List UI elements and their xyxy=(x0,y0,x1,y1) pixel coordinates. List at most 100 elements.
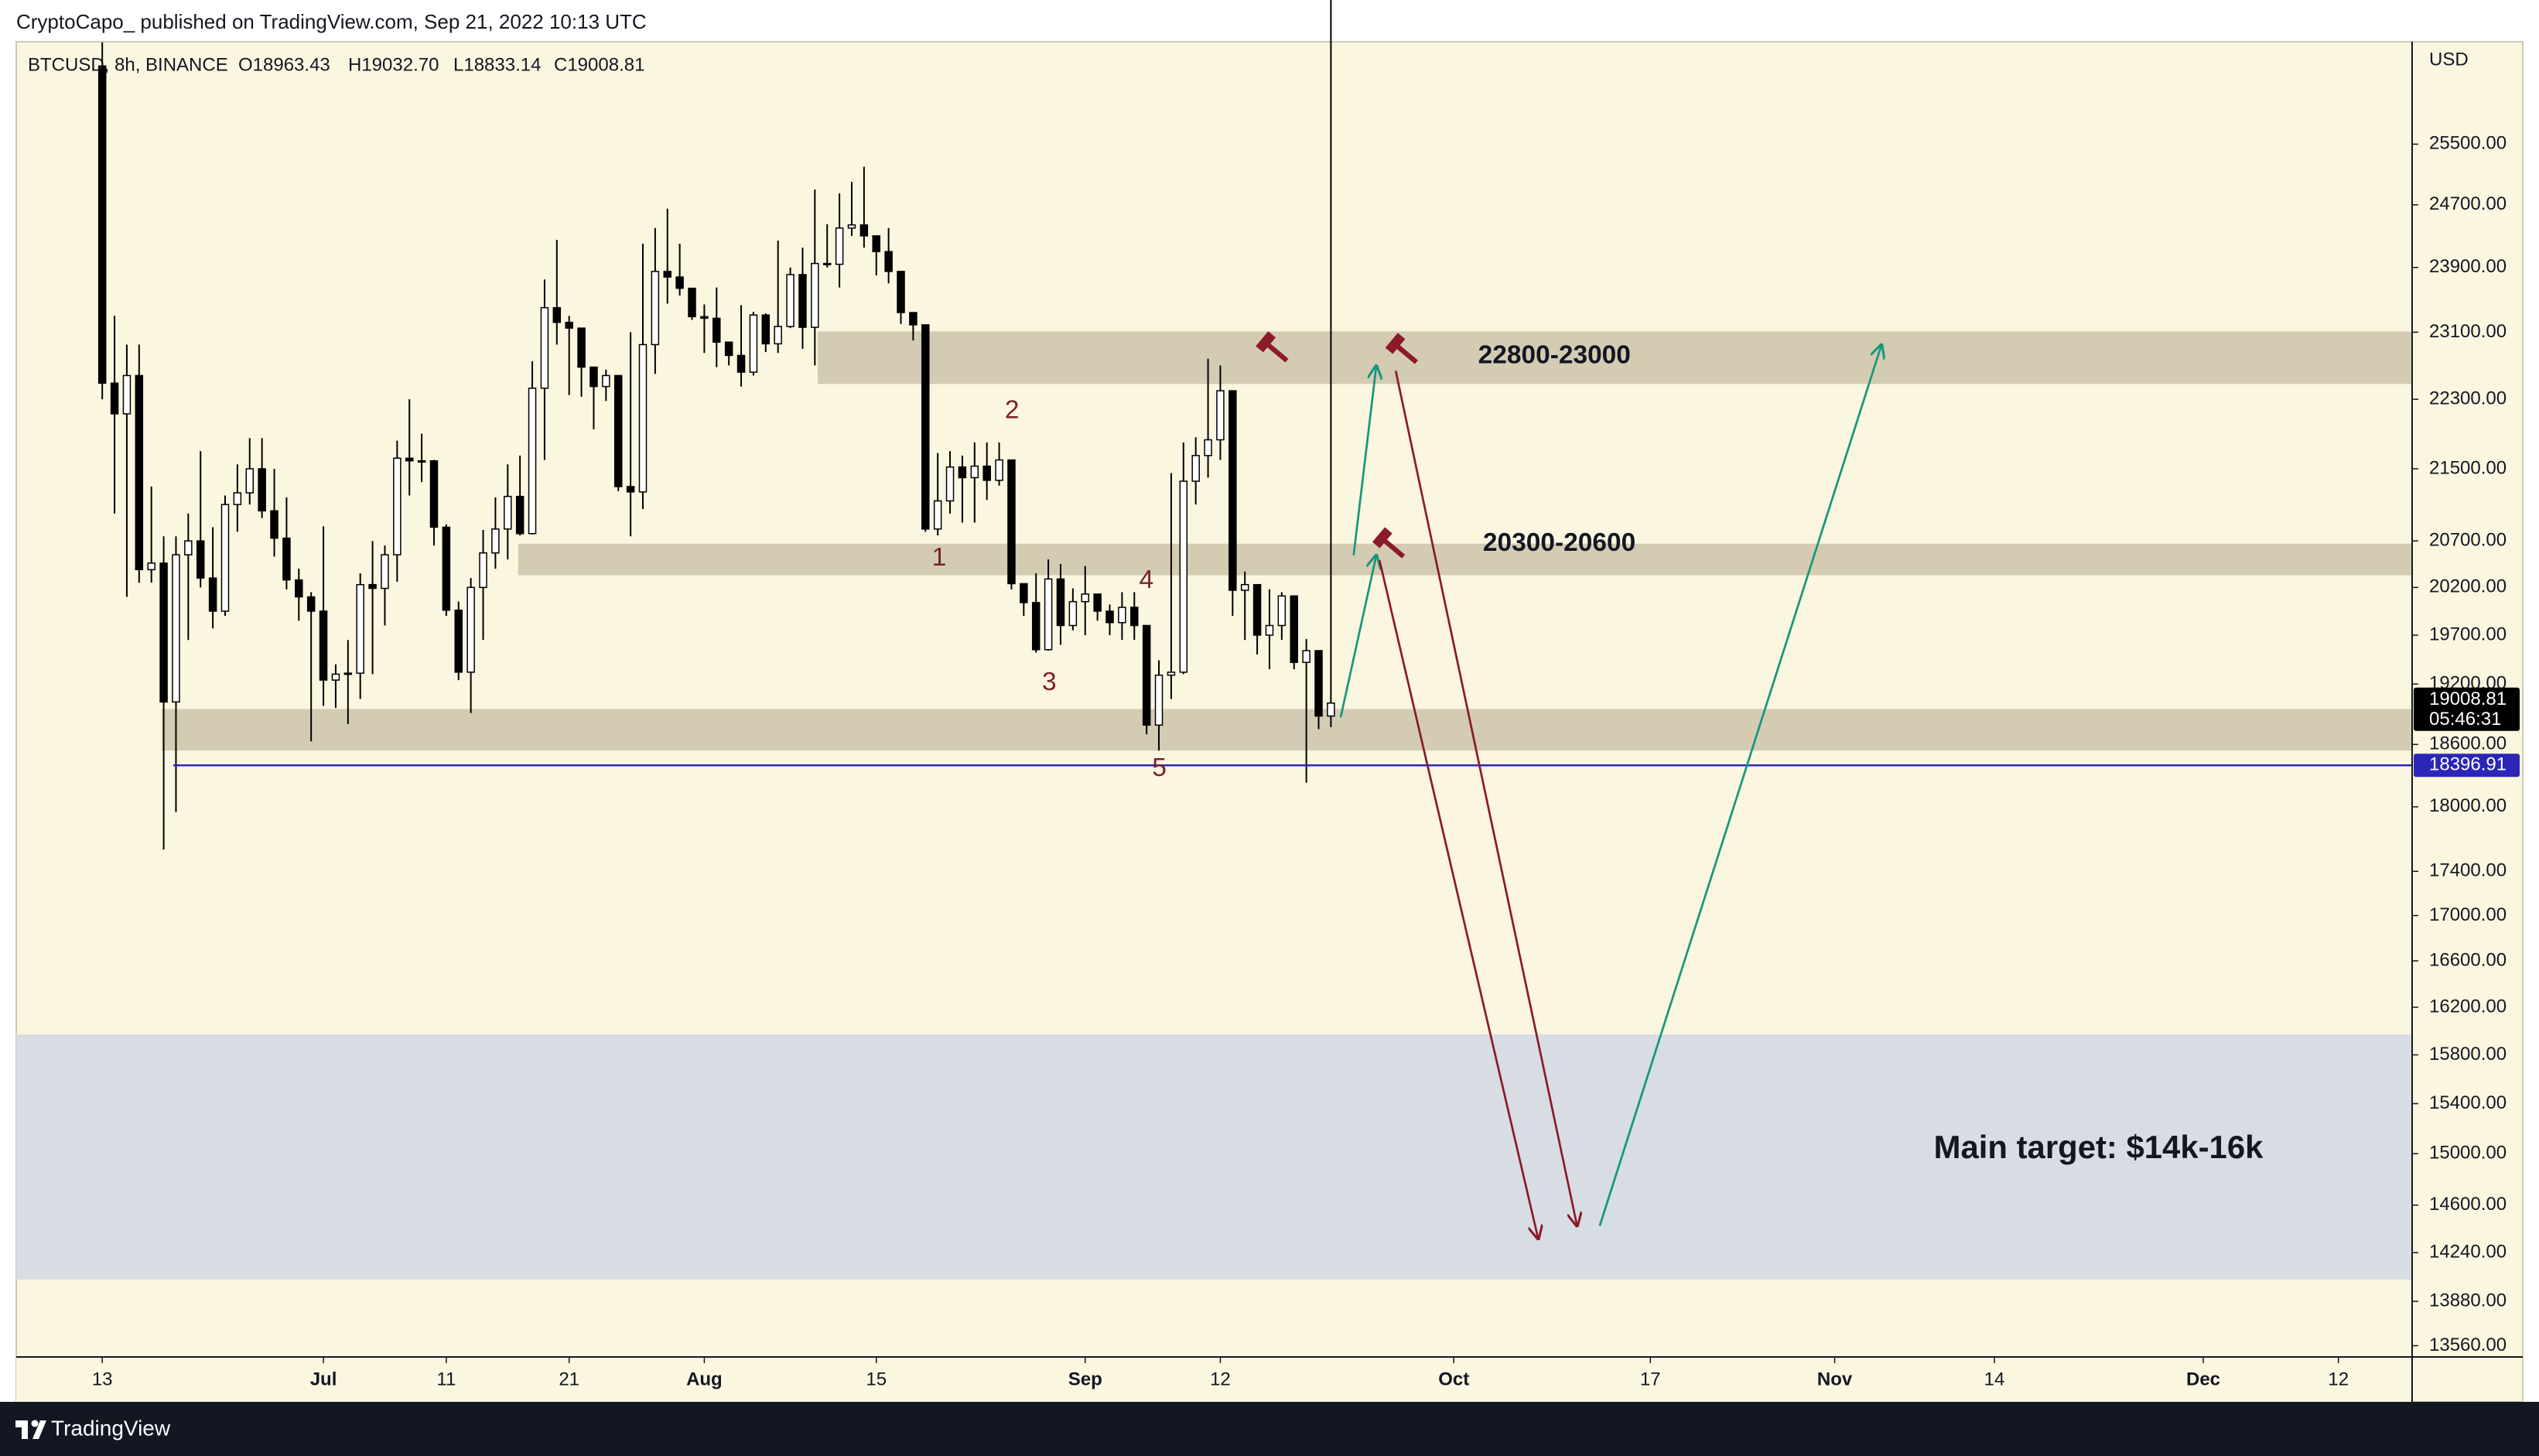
ohlc-low: L18833.14 xyxy=(453,54,541,75)
candle-body xyxy=(454,609,463,673)
zone xyxy=(817,331,2413,385)
y-tick-label: 15800.00 xyxy=(2429,1044,2507,1065)
candle-body xyxy=(982,465,991,481)
y-tick-label: 22300.00 xyxy=(2429,388,2507,408)
symbol-label: BTCUSD, 8h, BINANCE xyxy=(28,54,228,75)
candle-body xyxy=(1093,593,1102,612)
candle-body xyxy=(1068,600,1078,627)
candle-body xyxy=(859,224,869,237)
brand-logo xyxy=(15,1420,46,1439)
wave-label: 4 xyxy=(1140,566,1154,594)
candle-body xyxy=(319,610,328,681)
zone-label: Main target: $14k-16k xyxy=(1934,1129,2264,1165)
x-tick-label: 15 xyxy=(866,1369,887,1389)
candle-body xyxy=(1130,607,1139,627)
candle-body xyxy=(724,341,733,357)
candle-body xyxy=(1154,674,1164,726)
candle-body xyxy=(295,579,303,598)
y-tick-label: 14240.00 xyxy=(2429,1241,2507,1262)
candle-body xyxy=(196,540,205,579)
candle-body xyxy=(1240,583,1249,591)
candle-body xyxy=(1228,390,1237,591)
countdown-label: 05:46:31 xyxy=(2429,709,2501,730)
candle-body xyxy=(1314,650,1323,717)
candle-body xyxy=(491,528,500,554)
candle-body xyxy=(1081,593,1089,603)
y-tick-label: 16600.00 xyxy=(2429,949,2507,970)
candle-body xyxy=(1031,602,1041,651)
y-tick-label: 15400.00 xyxy=(2429,1092,2507,1113)
y-tick-label: 24700.00 xyxy=(2429,193,2507,214)
wave-label: 2 xyxy=(1005,395,1020,424)
candles xyxy=(97,0,1335,850)
candle-body xyxy=(1118,607,1126,624)
candle-body xyxy=(122,374,132,415)
brand-name: TradingView xyxy=(51,1416,171,1440)
candle-body xyxy=(663,271,671,278)
candle-body xyxy=(1142,624,1151,726)
candle-body xyxy=(1252,583,1262,636)
y-tick-label: 19700.00 xyxy=(2429,624,2507,644)
candle-body xyxy=(343,672,353,675)
candle-body xyxy=(270,510,279,539)
candle-body xyxy=(245,468,255,494)
wave-label: 1 xyxy=(932,543,947,572)
y-tick-label: 14600.00 xyxy=(2429,1194,2507,1215)
x-tick-label: Dec xyxy=(2186,1369,2220,1389)
candle-body xyxy=(1020,583,1028,603)
candle-body xyxy=(1204,439,1212,456)
candle-body xyxy=(528,388,537,535)
candle-body xyxy=(97,65,107,384)
ohlc-open: O18963.43 xyxy=(238,54,330,75)
candle-body xyxy=(479,552,487,589)
last-price-tag xyxy=(2414,687,2520,731)
y-tick-label: 20200.00 xyxy=(2429,576,2507,597)
candle-body xyxy=(159,562,168,703)
y-tick-label: 21500.00 xyxy=(2429,457,2507,478)
footer-bar xyxy=(0,1402,2539,1456)
x-tick-label: Nov xyxy=(1817,1369,1853,1389)
candle-body xyxy=(945,466,955,502)
candle-body xyxy=(811,262,819,328)
y-tick-label: 23900.00 xyxy=(2429,256,2507,277)
y-tick-label: 17400.00 xyxy=(2429,860,2507,881)
ohlc-high: H19032.70 xyxy=(348,54,439,75)
y-tick-label: 20700.00 xyxy=(2429,530,2507,551)
candle-body xyxy=(1191,455,1200,482)
arrow xyxy=(1394,371,1577,1225)
candle-body xyxy=(417,460,426,463)
candle-body xyxy=(1302,650,1311,663)
candle-body xyxy=(147,562,155,571)
y-tick-label: 15000.00 xyxy=(2429,1143,2507,1164)
y-tick-label: 17000.00 xyxy=(2429,904,2507,925)
candle-body xyxy=(602,374,610,388)
candle-body xyxy=(258,468,266,512)
candle-body xyxy=(1216,390,1225,441)
candle-body xyxy=(1044,578,1053,651)
candle-body xyxy=(872,235,880,252)
hammer-icon xyxy=(1256,331,1289,363)
x-tick-label: 21 xyxy=(559,1369,579,1389)
x-tick-label: 13 xyxy=(92,1369,113,1389)
candle-body xyxy=(700,316,709,320)
candle-body xyxy=(749,314,758,373)
y-tick-label: 18600.00 xyxy=(2429,733,2507,754)
hammer-icon xyxy=(1372,527,1406,559)
candle-body xyxy=(675,276,684,289)
candle-body xyxy=(208,577,217,612)
y-tick-label: 13560.00 xyxy=(2429,1335,2507,1355)
candle-body xyxy=(135,374,144,571)
candle-body xyxy=(958,466,967,479)
arrow xyxy=(1378,559,1538,1239)
candle-body xyxy=(798,274,807,328)
candle-body xyxy=(933,500,942,530)
candle-body xyxy=(1265,624,1274,636)
x-tick-label: Sep xyxy=(1068,1369,1102,1389)
candle-body xyxy=(1327,702,1335,717)
candle-body xyxy=(921,324,930,530)
ohlc-close: C19008.81 xyxy=(554,54,644,75)
candle-body xyxy=(995,459,1003,481)
y-tick-label: 16200.00 xyxy=(2429,996,2507,1017)
zone xyxy=(16,1034,2412,1280)
hammer-icon xyxy=(1385,333,1418,364)
